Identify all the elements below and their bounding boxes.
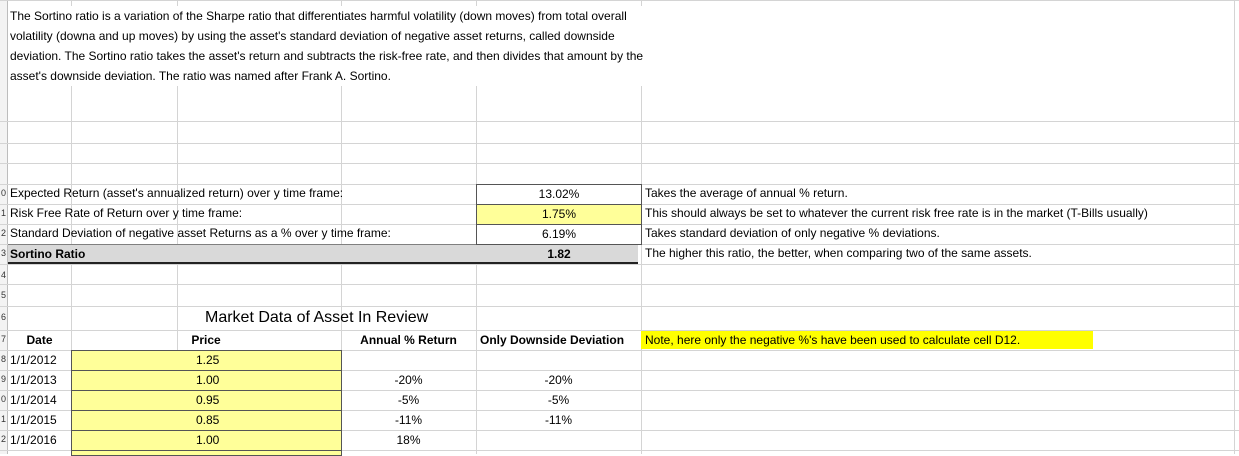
cell-price-input[interactable]: 1.00 [71,430,342,451]
cell-price-input[interactable]: 0.85 [71,410,342,431]
row-number[interactable]: 3 [0,248,6,258]
metric-label-downside-deviation[interactable]: Standard Deviation of negative asset Ret… [10,226,391,240]
row-number[interactable]: 2 [0,434,6,444]
metric-note-sortino-ratio[interactable]: The higher this ratio, the better, when … [645,246,1032,260]
row-header-gutter[interactable] [0,0,8,454]
cell-downside[interactable]: -20% [544,373,573,387]
calculation-note[interactable]: Note, here only the negative %'s have be… [641,331,1093,349]
row-number[interactable]: 1 [0,208,6,218]
cell-price-input[interactable]: 1.25 [71,350,342,371]
metric-label-expected-return[interactable]: Expected Return (asset's annualized retu… [10,186,344,200]
row-number[interactable]: 0 [0,188,6,198]
metric-note-downside-deviation[interactable]: Takes standard deviation of only negativ… [645,226,940,240]
metric-note-risk-free-rate[interactable]: This should always be set to whatever th… [645,206,1148,220]
row-number[interactable]: 4 [0,270,6,280]
cell-price-input[interactable] [71,450,342,456]
cell-price-input[interactable]: 1.00 [71,370,342,391]
metric-value-expected-return[interactable]: 13.02% [476,184,642,205]
cell-annual-return[interactable]: 18% [396,433,421,447]
cell-price-input[interactable]: 0.95 [71,390,342,411]
header-annual-return[interactable]: Annual % Return [360,333,457,347]
row-number[interactable]: 2 [0,228,6,238]
header-downside-deviation[interactable]: Only Downside Deviation [480,333,625,347]
row-number[interactable]: 5 [0,290,6,300]
sortino-row-highlight [8,244,638,264]
metric-value-downside-deviation[interactable]: 6.19% [476,224,642,245]
cell-date[interactable]: 1/1/2013 [10,373,57,387]
cell-date[interactable]: 1/1/2016 [10,433,57,447]
cell-annual-return[interactable]: -5% [397,393,420,407]
metric-input-risk-free-rate[interactable]: 1.75% [476,204,642,225]
cell-downside[interactable]: -5% [547,393,570,407]
metric-label-risk-free-rate[interactable]: Risk Free Rate of Return over y time fra… [10,206,243,220]
row-number[interactable]: 6 [0,312,6,322]
row-number[interactable]: 0 [0,394,6,404]
row-number[interactable]: 8 [0,354,6,364]
metric-label-sortino-ratio[interactable]: Sortino Ratio [10,247,86,261]
cell-annual-return[interactable]: -11% [394,413,423,427]
cell-date[interactable]: 1/1/2014 [10,393,57,407]
cell-date[interactable]: 1/1/2015 [10,413,57,427]
header-price[interactable]: Price [191,333,221,347]
cell-annual-return[interactable]: -20% [394,373,423,387]
header-date[interactable]: Date [26,333,53,347]
cell-date[interactable]: 1/1/2012 [10,353,57,367]
sortino-description[interactable]: The Sortino ratio is a variation of the … [10,6,650,86]
metric-note-expected-return[interactable]: Takes the average of annual % return. [645,186,848,200]
cell-downside[interactable]: -11% [544,413,573,427]
row-number[interactable]: 7 [0,334,6,344]
row-number[interactable]: 1 [0,414,6,424]
row-number[interactable]: 9 [0,374,6,384]
market-data-title[interactable]: Market Data of Asset In Review [205,309,429,326]
metric-value-sortino-ratio[interactable]: 1.82 [547,247,571,261]
